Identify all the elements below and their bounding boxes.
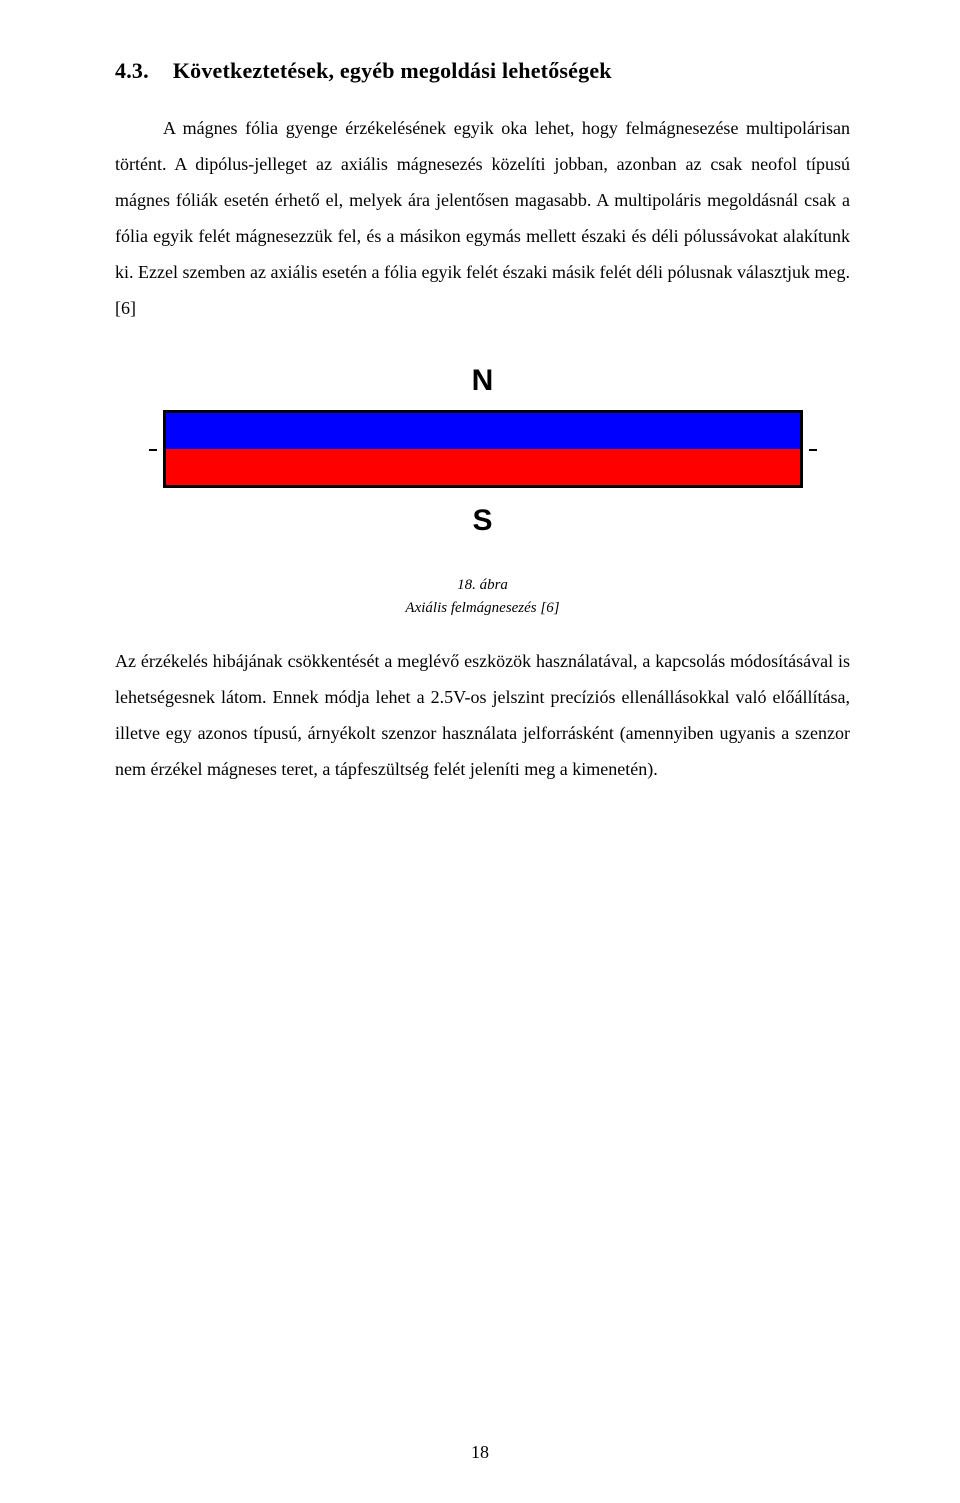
magnet-figure: N S: [163, 364, 803, 538]
caption-line-2: Axiális felmágnesezés [6]: [405, 600, 559, 616]
body-paragraph-1: A mágnes fólia gyenge érzékelésének egyi…: [115, 110, 850, 326]
figure-container: N S: [115, 364, 850, 538]
north-pole-region: [166, 413, 800, 449]
axis-tick-left: [149, 449, 157, 451]
section-title: Következtetések, egyéb megoldási lehetős…: [173, 58, 612, 83]
document-page: 4.3. Következtetések, egyéb megoldási leh…: [0, 0, 960, 1503]
south-pole-region: [166, 449, 800, 485]
caption-line-1: 18. ábra: [457, 577, 508, 593]
page-number: 18: [0, 1442, 960, 1463]
axis-tick-right: [809, 449, 817, 451]
body-paragraph-2: Az érzékelés hibájának csökkentését a me…: [115, 643, 850, 787]
magnet-body: [163, 410, 803, 488]
section-heading: 4.3. Következtetések, egyéb megoldási leh…: [115, 58, 850, 84]
south-pole-label: S: [163, 504, 803, 538]
figure-caption: 18. ábra Axiális felmágnesezés [6]: [115, 574, 850, 619]
section-number: 4.3.: [115, 58, 149, 84]
north-pole-label: N: [163, 364, 803, 398]
